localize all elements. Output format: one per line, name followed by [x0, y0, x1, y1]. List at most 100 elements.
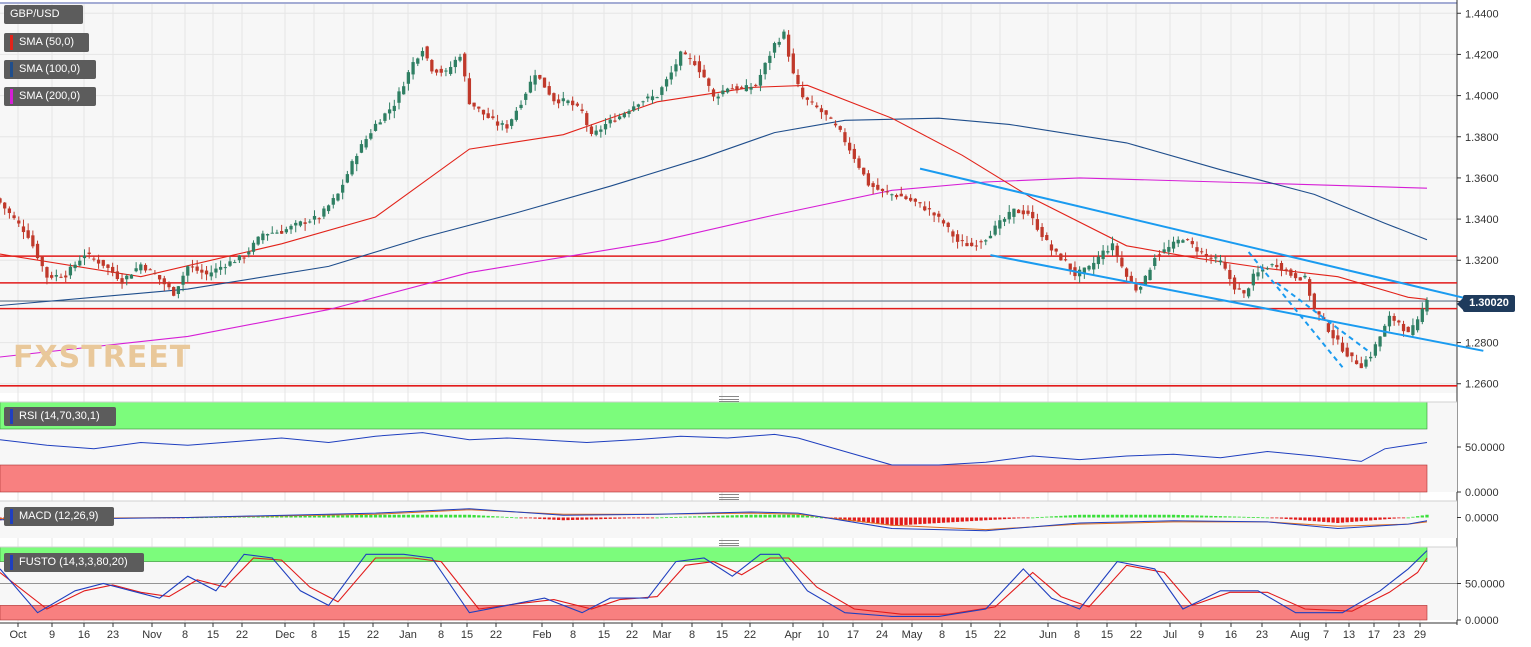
macd-histogram-bar — [1284, 517, 1288, 519]
candle-body — [1148, 269, 1152, 281]
candle-body — [237, 255, 242, 261]
candle-body — [1101, 250, 1105, 260]
candle-body — [664, 79, 669, 87]
macd-histogram-bar — [749, 514, 753, 518]
candle-body — [78, 260, 82, 266]
pane-resize-handle-fusto[interactable] — [719, 540, 739, 546]
sma50-label[interactable]: SMA (50,0) — [4, 33, 89, 52]
macd-histogram-bar — [993, 517, 997, 520]
macd-histogram-bar — [871, 517, 875, 524]
candle-body — [317, 218, 321, 220]
candle-body — [481, 109, 486, 115]
macd-histogram-bar — [1279, 517, 1284, 519]
candle-body — [1350, 352, 1354, 357]
candle-body — [749, 87, 753, 90]
candle-body — [735, 86, 739, 91]
candle-body — [725, 88, 730, 93]
candle-body — [1303, 275, 1307, 278]
macd-histogram-bar — [913, 517, 917, 525]
x-tick-label: 16 — [78, 629, 90, 641]
candle-body — [561, 98, 565, 102]
fusto-label[interactable]: FUSTO (14,3,3,80,20) — [4, 553, 144, 572]
macd-histogram-bar — [350, 515, 354, 518]
macd-histogram-bar — [838, 517, 842, 520]
candle-body — [1308, 279, 1312, 296]
candle-body — [162, 278, 166, 285]
x-tick-label: 22 — [490, 629, 502, 641]
x-tick-label: 15 — [338, 629, 350, 641]
fusto-d-line — [0, 557, 1428, 615]
x-tick-label: Aug — [1290, 629, 1310, 641]
candle-body — [92, 258, 96, 260]
candle-body — [960, 240, 964, 242]
macd-histogram-bar — [697, 516, 702, 518]
sma100-label[interactable]: SMA (100,0) — [4, 60, 96, 79]
candle-body — [1139, 286, 1143, 290]
candle-body — [341, 184, 345, 193]
candle-body — [552, 93, 556, 102]
x-tick-label: Jan — [399, 629, 417, 641]
macd-histogram-bar — [505, 516, 509, 518]
candle-body — [256, 236, 260, 245]
macd-histogram-bar — [979, 517, 983, 521]
x-tick-label: 22 — [626, 629, 638, 641]
macd-histogram-bar — [1415, 516, 1420, 518]
pane-resize-handle-macd[interactable] — [719, 494, 739, 500]
candle-body — [1049, 244, 1054, 251]
macd-histogram-bar — [1303, 517, 1307, 521]
candle-body — [1214, 257, 1218, 259]
macd-histogram-bar — [1110, 514, 1115, 518]
x-tick-label: 10 — [817, 629, 829, 641]
candle-body — [204, 270, 209, 275]
macd-histogram-bar — [791, 514, 795, 518]
x-tick-label: 15 — [1101, 629, 1113, 641]
candle-body — [1143, 275, 1147, 285]
candles-group — [0, 29, 1429, 369]
macd-histogram-bar — [434, 514, 439, 518]
macd-histogram-bar — [411, 514, 415, 518]
macd-histogram-bar — [1124, 514, 1129, 518]
x-tick-label: 23 — [1393, 629, 1405, 641]
pane-resize-handle-rsi[interactable] — [719, 396, 739, 402]
candle-body — [1106, 251, 1110, 253]
rsi-label[interactable]: RSI (14,70,30,1) — [4, 407, 116, 426]
macd-histogram-bar — [932, 517, 936, 524]
macd-histogram-bar — [946, 517, 950, 523]
candle-body — [885, 191, 889, 193]
macd-histogram-bar — [1317, 517, 1321, 522]
candle-body — [167, 283, 171, 288]
candle-body — [7, 208, 12, 214]
x-tick-label: 8 — [689, 629, 695, 641]
candle-body — [223, 267, 227, 269]
x-tick-label: 15 — [598, 629, 610, 641]
candle-body — [209, 272, 213, 277]
candle-body — [730, 88, 734, 90]
candle-body — [1218, 260, 1223, 263]
x-tick-label: 22 — [367, 629, 379, 641]
macd-histogram-bar — [660, 517, 664, 519]
candle-body — [941, 220, 946, 224]
sma100-line — [0, 117, 1428, 307]
macd-histogram-bar — [1059, 515, 1063, 518]
macd-label[interactable]: MACD (12,26,9) — [4, 507, 114, 526]
macd-histogram-bar — [491, 516, 495, 518]
candle-body — [289, 225, 293, 230]
candle-body — [40, 256, 44, 267]
macd-histogram-bar — [1195, 515, 1199, 518]
candle-body — [336, 193, 340, 201]
macd-histogram-bar — [622, 517, 626, 519]
x-tick-label: 24 — [876, 629, 888, 641]
candle-body — [1031, 211, 1035, 219]
macd-histogram-bar — [397, 514, 401, 518]
candle-body — [617, 116, 622, 120]
macd-histogram-bar — [1021, 517, 1025, 519]
macd-histogram-bar — [261, 516, 265, 518]
candle-body — [1063, 259, 1068, 261]
macd-histogram-bar — [960, 517, 964, 522]
symbol-label[interactable]: GBP/USD — [4, 5, 83, 24]
candle-body — [430, 60, 434, 72]
x-tick-label: 17 — [1368, 629, 1380, 641]
macd-histogram-bar — [561, 517, 565, 521]
sma200-label[interactable]: SMA (200,0) — [4, 87, 96, 106]
candle-body — [82, 255, 87, 259]
